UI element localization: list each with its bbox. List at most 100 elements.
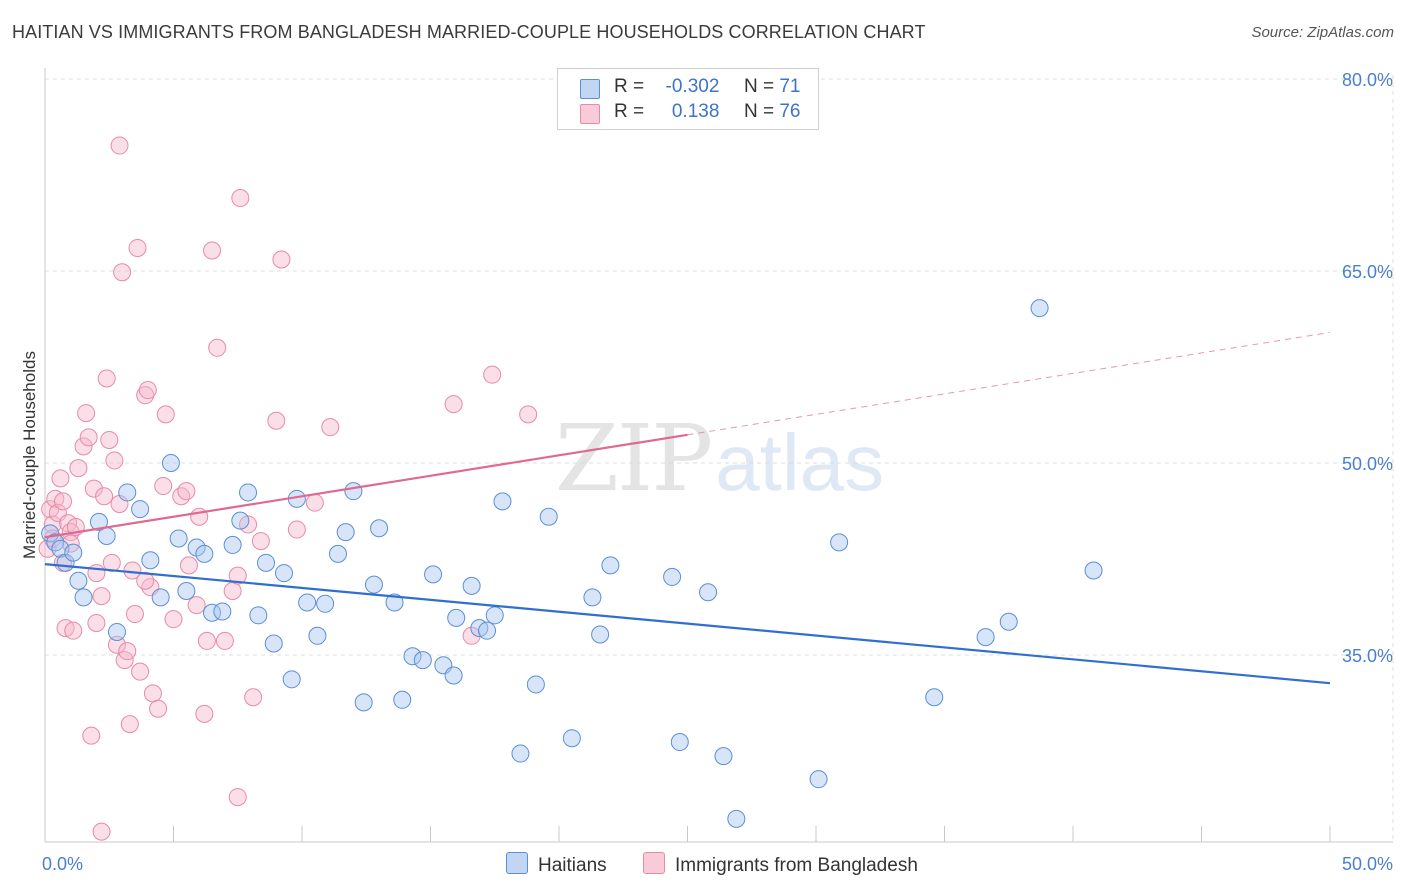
point-bangladesh <box>203 241 222 260</box>
legend-text-haitians: R = -0.302 N = 71 <box>614 76 800 98</box>
tick-labels: 35.0% 50.0% 65.0% 80.0% 0.0% 50.0% <box>42 70 1393 874</box>
legend-swatch-bangladesh <box>580 104 600 124</box>
point-bangladesh <box>110 136 129 155</box>
point-bangladesh <box>95 487 114 506</box>
point-haitians <box>413 651 432 670</box>
point-haitians <box>336 523 355 542</box>
legend-r-label: R = <box>614 76 645 97</box>
point-haitians <box>64 543 83 562</box>
point-bangladesh <box>179 556 198 575</box>
point-haitians <box>69 571 88 590</box>
point-bangladesh <box>69 459 88 478</box>
point-bangladesh <box>287 520 306 539</box>
point-bangladesh <box>138 381 157 400</box>
point-haitians <box>478 621 497 640</box>
point-haitians <box>714 747 733 766</box>
point-haitians <box>370 519 389 538</box>
point-bangladesh <box>305 493 324 512</box>
point-haitians <box>485 606 504 625</box>
point-bangladesh <box>105 451 124 470</box>
point-bangladesh <box>136 571 155 590</box>
point-haitians <box>663 567 682 586</box>
point-bangladesh <box>131 662 150 681</box>
legend-r-value-bangladesh: 0.138 <box>671 101 720 122</box>
point-haitians <box>328 544 347 563</box>
point-bangladesh <box>51 469 70 488</box>
point-haitians <box>444 666 463 685</box>
point-bangladesh <box>77 404 96 423</box>
y-tick-label: 65.0% <box>1342 262 1393 282</box>
point-haitians <box>213 602 232 621</box>
chart-title: HAITIAN VS IMMIGRANTS FROM BANGLADESH MA… <box>12 22 926 42</box>
point-haitians <box>511 744 530 763</box>
point-haitians <box>976 628 995 647</box>
point-haitians <box>282 670 301 689</box>
legend-n-label: N = <box>743 76 775 97</box>
trend-line-haitians <box>44 563 1331 685</box>
point-haitians <box>601 556 620 575</box>
point-haitians <box>526 675 545 694</box>
trend-extension-bangladesh <box>687 331 1331 436</box>
grid-lines <box>45 75 1394 842</box>
point-bangladesh <box>87 564 106 583</box>
point-bangladesh <box>128 238 147 257</box>
point-haitians <box>1084 561 1103 580</box>
point-bangladesh <box>164 610 183 629</box>
point-bangladesh <box>149 699 168 718</box>
watermark-zip: ZIP <box>555 405 713 512</box>
point-haitians <box>462 576 481 595</box>
point-bangladesh <box>92 822 111 841</box>
bottom-legend-haitians: Haitians <box>506 852 607 877</box>
point-bangladesh <box>187 596 206 615</box>
point-bangladesh <box>215 631 234 650</box>
point-bangladesh <box>125 605 144 624</box>
point-haitians <box>151 588 170 607</box>
y-tick-label: 50.0% <box>1342 454 1393 474</box>
point-bangladesh <box>53 492 72 511</box>
point-haitians <box>275 564 294 583</box>
point-haitians <box>264 634 283 653</box>
point-bangladesh <box>38 539 57 558</box>
point-bangladesh <box>156 405 175 424</box>
point-bangladesh <box>107 635 126 654</box>
legend-n-label: N = <box>743 101 775 122</box>
x-tick-label: 0.0% <box>42 854 83 874</box>
point-haitians <box>809 770 828 789</box>
legend-r-label: R = <box>614 101 645 122</box>
point-haitians <box>141 551 160 570</box>
point-bangladesh <box>272 250 291 269</box>
point-bangladesh <box>195 704 214 723</box>
point-haitians <box>999 612 1018 631</box>
point-haitians <box>231 511 250 530</box>
point-haitians <box>424 565 443 584</box>
point-haitians <box>727 809 746 828</box>
point-bangladesh <box>84 479 103 498</box>
point-bangladesh <box>208 338 227 357</box>
point-haitians <box>118 483 137 502</box>
series-haitians-points <box>41 299 1103 828</box>
point-bangladesh <box>321 418 340 437</box>
point-haitians <box>131 500 150 519</box>
point-haitians <box>195 544 214 563</box>
point-bangladesh <box>177 482 196 501</box>
y-tick-label: 35.0% <box>1342 646 1393 666</box>
point-bangladesh <box>519 405 538 424</box>
point-haitians <box>107 622 126 641</box>
point-bangladesh <box>251 532 270 551</box>
point-bangladesh <box>74 437 93 456</box>
point-bangladesh <box>228 788 247 807</box>
point-haitians <box>298 593 317 612</box>
bottom-legend-swatch-bangladesh <box>643 852 665 874</box>
point-haitians <box>187 538 206 557</box>
point-haitians <box>447 608 466 627</box>
legend-n-value-haitians: 71 <box>779 76 801 97</box>
point-haitians <box>344 482 363 501</box>
point-bangladesh <box>172 487 191 506</box>
legend-r-value-haitians: -0.302 <box>665 76 720 97</box>
legend-text-bangladesh: R = 0.138 N = 76 <box>614 101 800 123</box>
point-haitians <box>354 693 373 712</box>
point-bangladesh <box>97 369 116 388</box>
point-haitians <box>239 483 258 502</box>
point-haitians <box>539 507 558 526</box>
point-haitians <box>1030 299 1049 318</box>
